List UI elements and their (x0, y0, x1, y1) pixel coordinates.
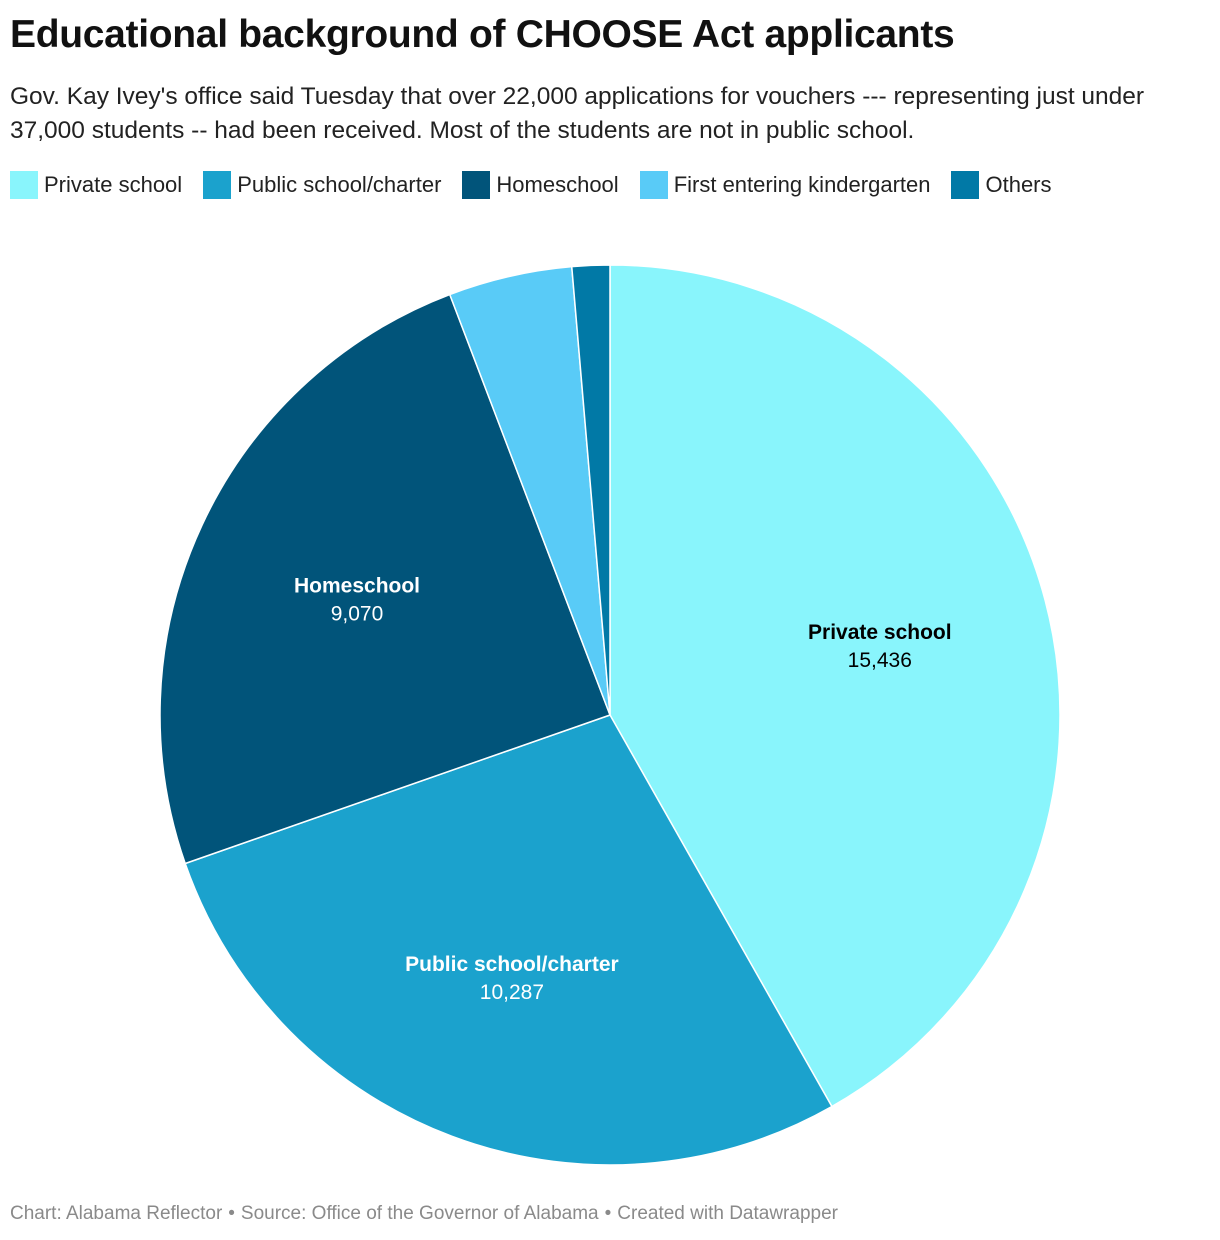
legend-item: Others (951, 171, 1052, 199)
footer-separator: • (228, 1203, 235, 1224)
pie-slice (184, 714, 833, 1166)
legend-item: First entering kindergarten (639, 171, 931, 199)
legend-label: First entering kindergarten (673, 172, 931, 197)
legend-item: Public school/charter (203, 171, 441, 199)
legend-swatch (951, 171, 980, 199)
legend-swatch (639, 171, 668, 199)
legend: Private school Public school/charter Homes… (10, 168, 1073, 202)
legend-swatch (203, 171, 232, 199)
slice-value-label: 15,436 (848, 649, 912, 672)
slice-value-label: 10,287 (480, 981, 544, 1004)
legend-swatch (10, 171, 38, 199)
chart-title: Educational background of CHOOSE Act app… (10, 13, 955, 56)
legend-label: Private school (44, 172, 183, 197)
pie-chart: Private school 15,436 Public school/charte… (159, 264, 1061, 1166)
chart-credit: Chart: Alabama Reflector (10, 1203, 223, 1224)
source-note: Source: Office of the Governor of Alabam… (240, 1203, 599, 1224)
slice-label: Private school (808, 621, 952, 644)
legend-label: Others (985, 172, 1052, 197)
chart-area: Private school 15,436 Public school/charte… (0, 220, 1220, 1200)
created-with-note: Created with Datawrapper (617, 1203, 838, 1224)
slice-label: Public school/charter (405, 953, 619, 976)
chart-subtitle: Gov. Kay Ivey's office said Tuesday that… (10, 83, 1145, 144)
footer-separator: • (604, 1203, 612, 1224)
legend-label: Homeschool (496, 172, 619, 197)
pie-slice (159, 293, 611, 865)
pie-slice (609, 264, 1061, 1108)
footer: Chart: Alabama Reflector • Source: Office … (10, 1203, 838, 1225)
legend-item: Homeschool (462, 171, 619, 199)
legend-swatch (462, 171, 491, 199)
legend-label: Public school/charter (237, 172, 442, 197)
slice-label: Homeschool (294, 574, 420, 597)
legend-item: Private school (10, 171, 182, 199)
pie-slice (571, 264, 611, 716)
slice-value-label: 9,070 (331, 602, 384, 625)
